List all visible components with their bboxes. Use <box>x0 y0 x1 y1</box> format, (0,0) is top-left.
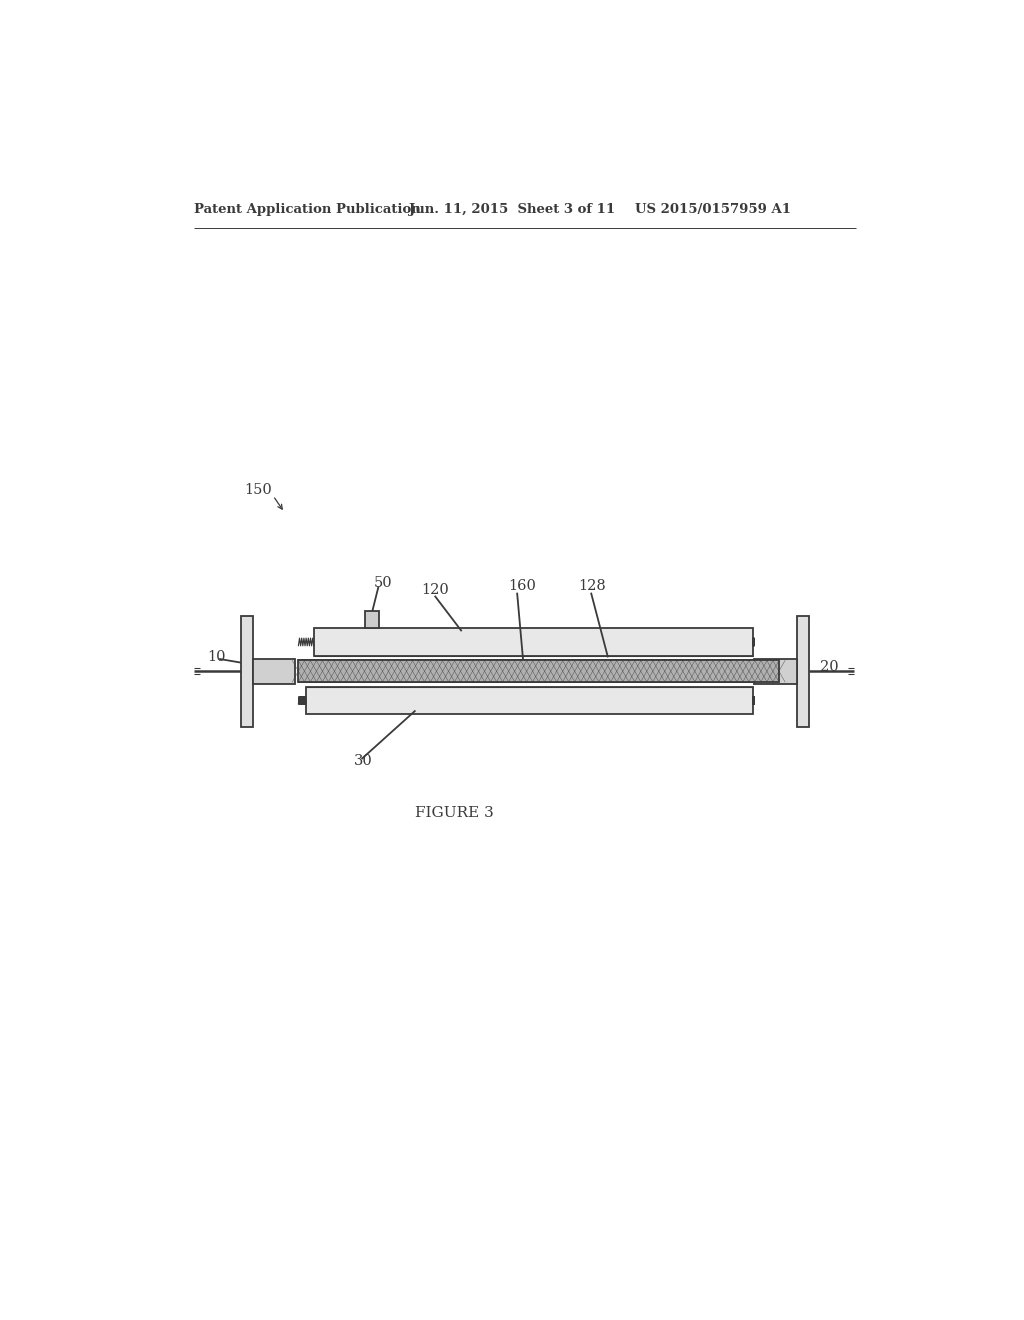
Bar <box>306 686 753 714</box>
Bar <box>366 611 379 628</box>
Text: 128: 128 <box>579 578 606 593</box>
Text: 160: 160 <box>508 578 536 593</box>
Text: US 2015/0157959 A1: US 2015/0157959 A1 <box>635 203 791 216</box>
Bar <box>253 659 295 684</box>
Text: FIGURE 3: FIGURE 3 <box>415 807 494 820</box>
Text: 150: 150 <box>245 483 272 496</box>
Bar <box>241 615 253 726</box>
Text: 20: 20 <box>819 660 839 673</box>
Text: 30: 30 <box>354 754 373 767</box>
Bar <box>797 615 809 726</box>
Text: Jun. 11, 2015  Sheet 3 of 11: Jun. 11, 2015 Sheet 3 of 11 <box>410 203 615 216</box>
Bar <box>755 659 797 684</box>
Bar <box>298 660 779 682</box>
Text: 50: 50 <box>374 576 392 590</box>
Bar <box>313 628 753 656</box>
Text: Patent Application Publication: Patent Application Publication <box>194 203 421 216</box>
Text: 10: 10 <box>208 651 226 664</box>
Text: 120: 120 <box>422 583 450 598</box>
